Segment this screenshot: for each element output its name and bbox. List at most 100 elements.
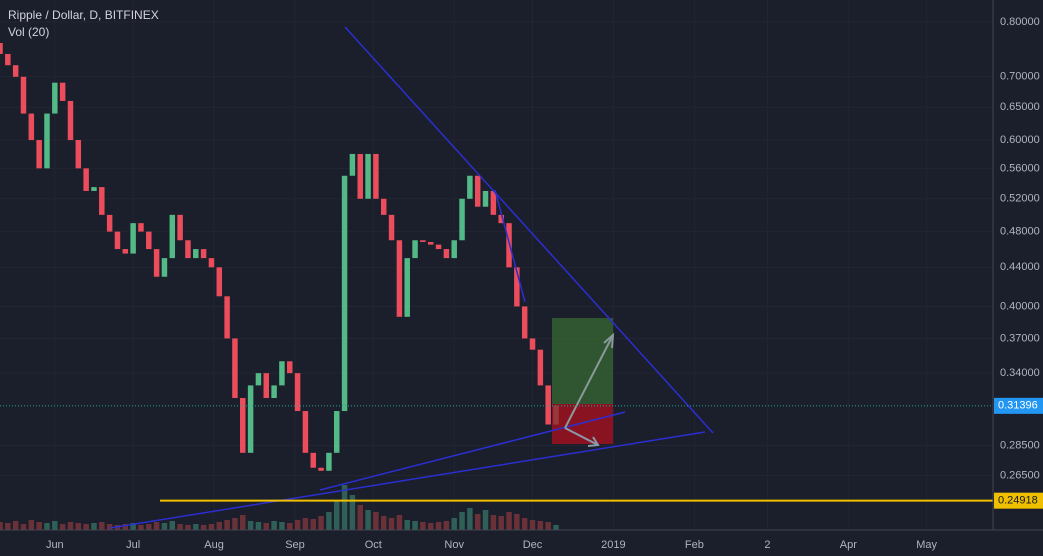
- volume-bar: [122, 524, 129, 530]
- candle: [357, 153, 363, 199]
- arrow: [564, 336, 613, 429]
- candle: [294, 373, 301, 412]
- y-tick-label: 0.65000: [1000, 101, 1040, 113]
- candle: [12, 65, 19, 77]
- volume-bar: [396, 515, 403, 530]
- y-tick-label: 0.37000: [1000, 332, 1040, 344]
- trend-line: [319, 411, 626, 491]
- indicator-label: Vol (20): [8, 25, 49, 39]
- candle: [122, 249, 129, 254]
- volume-bar: [255, 522, 262, 530]
- volume-bar: [161, 523, 168, 530]
- volume-bar: [318, 516, 324, 530]
- grid: [0, 0, 993, 530]
- candle: [365, 153, 371, 199]
- candle: [75, 140, 82, 169]
- candle: [380, 198, 387, 215]
- volume-bar: [200, 525, 207, 530]
- volume-bar: [224, 520, 230, 530]
- price-label: 0.31396: [998, 400, 1038, 412]
- y-tick-label: 0.48000: [1000, 226, 1040, 238]
- arrow-head: [587, 436, 600, 447]
- candle: [52, 82, 58, 114]
- candle: [106, 214, 113, 232]
- candle: [208, 258, 215, 268]
- x-tick-label: Feb: [685, 539, 704, 551]
- candle: [146, 231, 152, 250]
- volume-bar: [271, 521, 277, 530]
- x-tick-label: Oct: [365, 539, 382, 551]
- volume-bar: [529, 520, 536, 530]
- x-tick-label: Jul: [126, 539, 140, 551]
- volume-bar: [91, 523, 97, 530]
- volume-bar: [451, 518, 457, 530]
- candle: [537, 349, 544, 386]
- volume-bar: [294, 520, 301, 530]
- candle: [310, 452, 316, 468]
- volume-bar: [216, 522, 223, 530]
- arrow-head: [603, 332, 615, 349]
- candle: [36, 140, 42, 169]
- trend-line: [109, 431, 706, 529]
- candle: [326, 452, 332, 471]
- volume-bar: [506, 512, 512, 530]
- x-tick-label: Aug: [204, 539, 224, 551]
- volume-bar: [208, 524, 215, 530]
- candle: [349, 153, 356, 176]
- y-tick-label: 0.60000: [1000, 134, 1040, 146]
- y-tick-label: 0.70000: [1000, 71, 1040, 83]
- volume-bar: [537, 521, 544, 530]
- volume-bar: [75, 523, 82, 530]
- candle: [318, 467, 324, 471]
- candle: [482, 190, 489, 207]
- candle: [44, 113, 50, 169]
- volume-bar: [83, 524, 89, 530]
- target-zone: [552, 318, 613, 404]
- x-tick-label: 2019: [601, 539, 625, 551]
- candle: [216, 267, 223, 297]
- arrow: [564, 427, 599, 446]
- volume-bar: [404, 520, 410, 530]
- candle: [91, 187, 97, 191]
- volume-bar: [106, 524, 113, 530]
- x-tick-label: Nov: [444, 539, 464, 551]
- candle: [388, 214, 395, 241]
- axes: 0.80000 0.70000 0.65000 0.60000 0.56000 0.520…: [46, 16, 1043, 551]
- volume-bar: [302, 518, 309, 530]
- volume-bar: [247, 521, 254, 530]
- candle: [161, 258, 168, 277]
- x-tick-label: May: [916, 539, 937, 551]
- price-axis: [993, 0, 1043, 530]
- volume-bar: [443, 521, 450, 530]
- volume-bar: [482, 510, 489, 530]
- y-tick-label: 0.44000: [1000, 261, 1040, 273]
- volume-bar: [427, 523, 434, 530]
- candle: [279, 361, 285, 386]
- volume-bar: [263, 523, 270, 530]
- volume-bar: [67, 522, 74, 530]
- candle: [224, 296, 230, 339]
- price-label-bg: [994, 492, 1043, 509]
- candle: [169, 214, 176, 259]
- volume-bar: [545, 522, 551, 530]
- candle: [263, 373, 270, 399]
- candle: [490, 190, 497, 215]
- trend-line: [344, 26, 714, 434]
- volume-bar: [388, 518, 395, 530]
- volume-bar: [138, 525, 144, 530]
- candle: [177, 214, 183, 241]
- candle: [412, 240, 418, 259]
- volume-bar: [357, 505, 363, 530]
- volume-bar: [459, 512, 465, 530]
- candle: [545, 385, 551, 425]
- volume-bar: [169, 521, 176, 530]
- volume-bar: [467, 508, 473, 530]
- candle: [67, 100, 74, 141]
- volume-bar: [553, 525, 559, 530]
- volume-bar: [153, 522, 160, 530]
- volume-bar: [310, 519, 316, 530]
- x-tick-label: Dec: [523, 539, 543, 551]
- volume-bar: [373, 512, 379, 530]
- candle: [435, 244, 442, 250]
- candle: [200, 249, 207, 259]
